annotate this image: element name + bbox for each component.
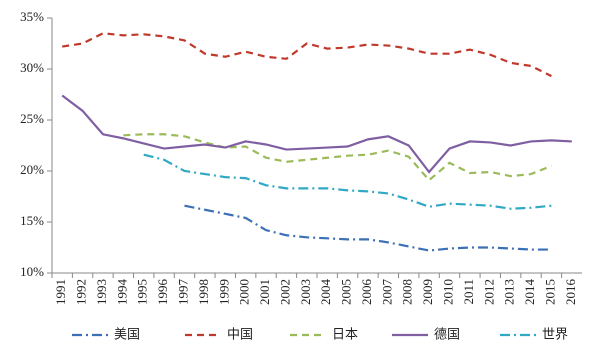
- y-tick-label: 20%: [20, 162, 44, 177]
- x-tick-label: 2006: [359, 279, 374, 306]
- x-tick-label: 2001: [257, 279, 272, 305]
- x-tick-label: 2005: [339, 279, 354, 305]
- x-tick-label: 2010: [440, 279, 455, 305]
- series-line: [143, 153, 552, 210]
- x-tick-label: 1999: [216, 279, 231, 305]
- legend-label: 世界: [542, 328, 568, 343]
- series-line: [184, 204, 552, 252]
- x-tick-label: 1995: [135, 279, 150, 305]
- x-tick-label: 2014: [522, 279, 537, 306]
- x-tick-label: 2016: [563, 279, 578, 306]
- x-tick-label: 1997: [175, 279, 190, 306]
- legend-label: 美国: [114, 328, 140, 343]
- series-line: [123, 133, 552, 182]
- x-tick-label: 2008: [400, 279, 415, 305]
- series-line: [61, 94, 572, 174]
- x-tick-label: 2015: [542, 279, 557, 305]
- y-tick-label: 10%: [20, 264, 44, 279]
- legend-label: 日本: [332, 328, 358, 343]
- x-tick-label: 1991: [53, 279, 68, 305]
- x-tick-label: 1994: [114, 279, 129, 306]
- x-tick-label: 2003: [298, 279, 313, 305]
- x-tick-label: 2004: [318, 279, 333, 306]
- x-tick-label: 2011: [461, 279, 476, 305]
- x-tick-label: 2013: [502, 279, 517, 305]
- x-tick-label: 1996: [155, 279, 170, 306]
- x-tick-label: 2000: [237, 279, 252, 305]
- x-tick-label: 2012: [481, 279, 496, 305]
- x-tick-label: 1993: [94, 279, 109, 305]
- x-tick-label: 1998: [196, 279, 211, 305]
- x-tick-label: 2007: [379, 279, 394, 306]
- y-tick-label: 35%: [20, 9, 44, 24]
- x-tick-label: 2002: [277, 279, 292, 305]
- legend-label: 德国: [434, 328, 460, 343]
- y-tick-label: 25%: [20, 111, 44, 126]
- y-tick-label: 30%: [20, 60, 44, 75]
- y-tick-label: 15%: [20, 213, 44, 228]
- series-line: [62, 32, 552, 78]
- x-tick-label: 1992: [74, 279, 89, 305]
- x-tick-label: 2009: [420, 279, 435, 305]
- legend-label: 中国: [227, 328, 253, 343]
